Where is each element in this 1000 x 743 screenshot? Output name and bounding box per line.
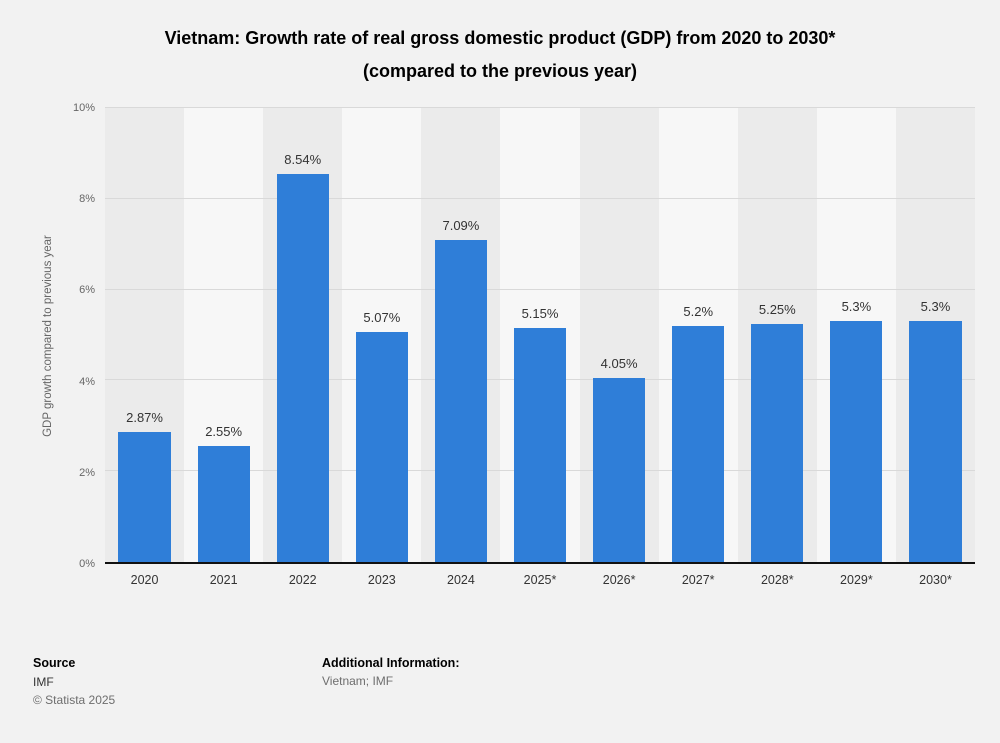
bar-value-label: 2.87% <box>126 409 163 425</box>
x-axis-label: 2030* <box>919 573 952 587</box>
bar <box>197 446 250 562</box>
chart-title: Vietnam: Growth rate of real gross domes… <box>0 0 1000 88</box>
x-axis-label: 2023 <box>367 573 396 587</box>
x-axis-labels: 2020 2021 2022 2023 2024 2025* 2026* 2027* 2028*… <box>105 564 975 604</box>
x-axis-label: 2028* <box>760 573 794 587</box>
y-tick-label: 4% <box>79 375 95 388</box>
bar <box>434 240 487 562</box>
chart-title-line2: (compared to the previous year) <box>362 61 638 81</box>
chart-title-line1: Vietnam: Growth rate of real gross domes… <box>164 28 836 48</box>
bar-value-label: 5.07% <box>363 309 401 325</box>
bar <box>118 431 171 562</box>
bar-value-label: 7.09% <box>442 218 480 234</box>
bar-value-label: 5.2% <box>683 303 714 319</box>
chart-area: GDP growth compared to previous year 0% 2… <box>0 102 976 604</box>
x-axis-label: 2026* <box>602 573 636 587</box>
bar <box>276 174 329 562</box>
source-label: Source <box>33 656 76 670</box>
bar <box>355 331 408 562</box>
bar-column: 5.15% <box>500 108 579 562</box>
bar-column: 5.3% <box>896 108 975 562</box>
bar-value-label: 5.3% <box>841 299 872 315</box>
bar-layer: 2.87% 2.55% 8.54% 5.07% 7.09% 5.15% 4.05% 5.2% 5… <box>105 108 975 562</box>
y-tick-label: 10% <box>72 102 95 114</box>
bar-value-label: 5.3% <box>920 299 951 315</box>
bar-column: 4.05% <box>580 108 659 562</box>
bar-value-label: 5.25% <box>758 301 796 317</box>
y-axis: GDP growth compared to previous year 0% 2… <box>0 102 105 570</box>
bar <box>513 328 567 562</box>
bar-value-label: 8.54% <box>284 152 322 168</box>
bar-column: 2.87% <box>105 108 184 562</box>
y-tick-label: 6% <box>79 284 95 297</box>
x-axis-label: 2020 <box>130 573 159 587</box>
bar-column: 2.55% <box>184 108 263 562</box>
y-axis-title: GDP growth compared to previous year <box>42 235 54 437</box>
bar-value-label: 4.05% <box>600 356 638 372</box>
additional-info-label: Additional Information: <box>322 656 460 670</box>
x-axis-label: 2025* <box>523 573 557 587</box>
y-tick-label: 8% <box>79 193 95 206</box>
bar <box>830 321 883 562</box>
gridline <box>105 197 975 199</box>
y-tick-label: 2% <box>79 466 95 479</box>
bar <box>751 323 804 562</box>
x-axis-label: 2021 <box>209 573 238 587</box>
bar-column: 5.25% <box>738 108 817 562</box>
x-axis-label: 2027* <box>681 573 715 587</box>
x-axis-label: 2024 <box>447 573 475 587</box>
bar-column: 7.09% <box>421 108 500 562</box>
copyright-notice: © Statista 2025 <box>33 693 116 707</box>
additional-info-value: Vietnam; IMF <box>322 674 394 688</box>
gridline <box>105 107 975 108</box>
bar <box>593 378 646 562</box>
bar-column: 5.3% <box>817 108 896 562</box>
bar <box>909 321 962 562</box>
bar-column: 8.54% <box>263 108 342 562</box>
y-tick-label: 0% <box>79 558 95 570</box>
bar-value-label: 5.15% <box>521 306 559 322</box>
bar <box>672 325 725 562</box>
bar-value-label: 2.55% <box>205 424 243 440</box>
x-axis-label: 2029* <box>840 573 873 587</box>
bar-column: 5.07% <box>342 108 421 562</box>
additional-info-block: Additional Information: Vietnam; IMF <box>322 656 459 688</box>
source-value: IMF <box>33 675 54 689</box>
x-axis-label: 2022 <box>288 573 317 587</box>
source-block: Source IMF © Statista 2025 <box>33 656 115 707</box>
x-axis-spacer <box>0 564 105 604</box>
gridline <box>105 288 975 290</box>
plot-area: 2.87% 2.55% 8.54% 5.07% 7.09% 5.15% 4.05% 5.2% 5… <box>105 107 976 564</box>
bar-column: 5.2% <box>659 108 738 562</box>
